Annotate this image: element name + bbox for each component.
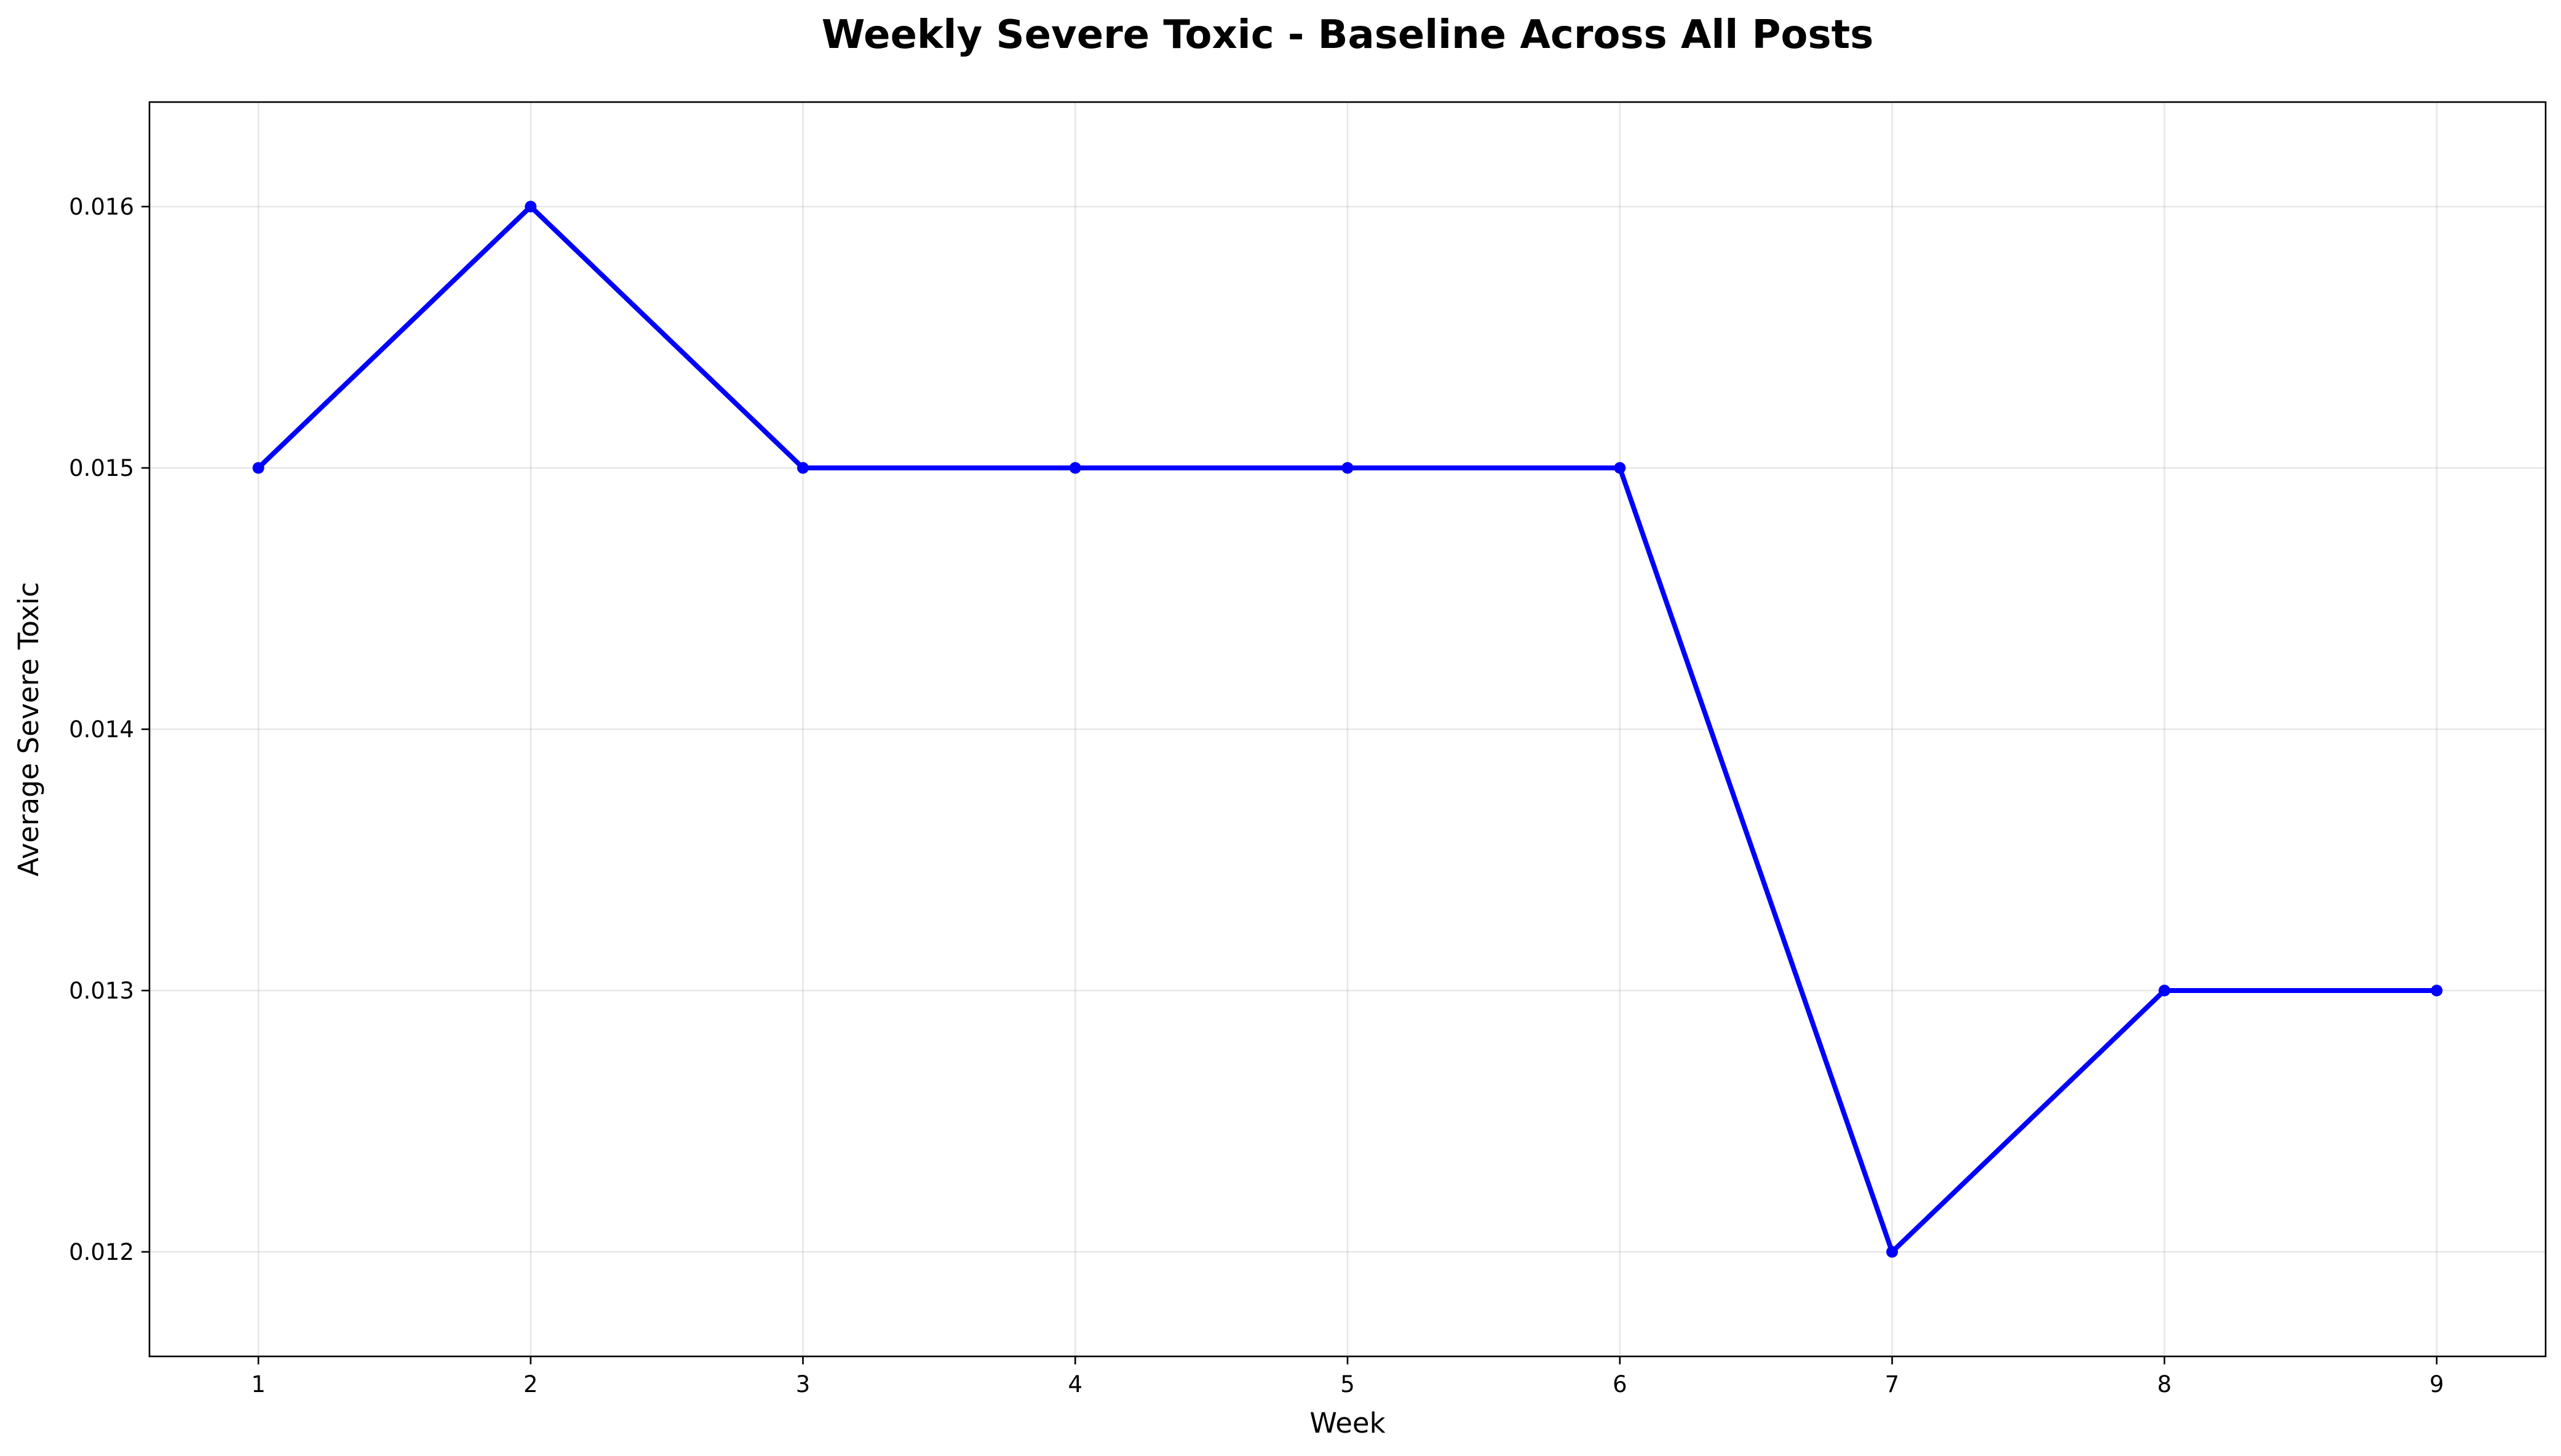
data-point-week-5	[1341, 462, 1354, 474]
x-tick-label: 9	[2429, 1371, 2444, 1398]
data-point-week-4	[1069, 462, 1081, 474]
y-tick-label: 0.013	[69, 978, 134, 1004]
x-tick-label: 6	[1613, 1371, 1627, 1398]
x-tick-label: 7	[1885, 1371, 1900, 1398]
data-point-week-7	[1886, 1246, 1898, 1258]
y-tick-label: 0.014	[69, 716, 134, 743]
y-tick-label: 0.012	[69, 1239, 134, 1265]
y-axis-label: Average Severe Toxic	[12, 582, 45, 876]
x-axis-label: Week	[1309, 1407, 1385, 1439]
tick-layer: 1 2 3 4 5 6 7 8 9 0.012 0.013 0.014 0.015 0.016	[69, 194, 2444, 1398]
x-tick-label: 3	[796, 1371, 811, 1398]
series-layer	[252, 200, 2443, 1258]
y-tick-label: 0.015	[69, 455, 134, 481]
data-point-week-3	[797, 462, 809, 474]
data-point-week-1	[252, 462, 264, 474]
data-point-week-8	[2158, 984, 2170, 997]
data-point-week-2	[525, 200, 537, 213]
y-tick-label: 0.016	[69, 194, 134, 220]
x-tick-label: 2	[523, 1371, 538, 1398]
chart-title: Weekly Severe Toxic - Baseline Across Al…	[822, 12, 1873, 58]
x-tick-label: 5	[1340, 1371, 1355, 1398]
data-point-week-6	[1614, 462, 1626, 474]
x-tick-label: 1	[251, 1371, 266, 1398]
data-point-week-9	[2431, 984, 2443, 997]
x-tick-label: 8	[2157, 1371, 2172, 1398]
x-tick-label: 4	[1068, 1371, 1082, 1398]
